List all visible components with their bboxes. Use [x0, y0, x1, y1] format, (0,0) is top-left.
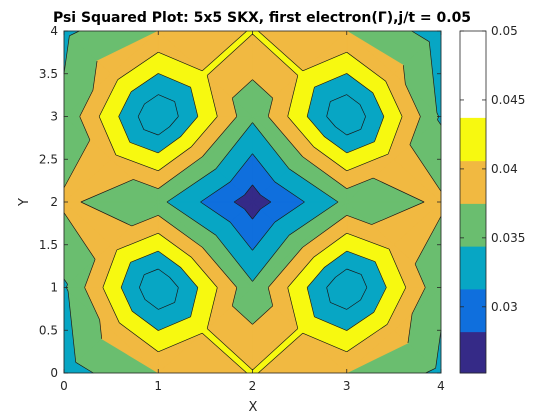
colorbar: 0.03 0.035 0.04 0.045 0.05 [459, 24, 525, 374]
y-tick-label: 0 [50, 366, 58, 380]
contour-lines [63, 30, 442, 374]
contour-line [233, 184, 272, 220]
contour-line [63, 30, 442, 374]
contour-line [63, 60, 442, 344]
colorbar-band [460, 246, 486, 290]
colorbar-tick-label: 0.03 [491, 300, 518, 314]
x-tick-label: 3 [343, 379, 351, 393]
colorbar-ticks: 0.03 0.035 0.04 0.045 0.05 [460, 24, 525, 314]
x-tick-label: 1 [154, 379, 162, 393]
y-tick-label: 0.5 [39, 323, 58, 337]
colorbar-band [460, 160, 486, 204]
x-tick-label: 2 [249, 379, 257, 393]
x-axis-ticks: 0 1 2 3 4 [60, 31, 445, 393]
contour-line [118, 73, 387, 331]
colorbar-tick-label: 0.035 [491, 231, 525, 245]
y-tick-label: 1 [50, 281, 58, 295]
colorbar-band [460, 288, 486, 333]
contour-line [200, 153, 305, 251]
y-axis-ticks: 0 0.5 1 1.5 2 2.5 3 3.5 4 [39, 24, 441, 380]
colorbar-band [460, 331, 486, 374]
colorbar-bands [460, 117, 486, 374]
chart-title: Psi Squared Plot: 5x5 SKX, first electro… [53, 10, 471, 26]
x-tick-label: 4 [437, 379, 445, 393]
contour-line [98, 30, 407, 374]
colorbar-frame [459, 30, 487, 374]
y-tick-label: 3 [50, 110, 58, 124]
y-tick-label: 4 [50, 24, 58, 38]
y-tick-label: 1.5 [39, 238, 58, 252]
x-axis-label: X [249, 400, 258, 415]
x-tick-label: 0 [60, 379, 68, 393]
colorbar-tick-label: 0.045 [491, 93, 525, 107]
colorbar-tick-label: 0.04 [491, 162, 518, 176]
y-axis-label: Y [17, 198, 32, 207]
colorbar-tick-label: 0.05 [491, 24, 518, 38]
colorbar-band [460, 203, 486, 247]
y-tick-label: 2 [50, 195, 58, 209]
colorbar-band [460, 117, 486, 162]
y-tick-label: 2.5 [39, 152, 58, 166]
y-tick-label: 3.5 [39, 67, 58, 81]
contour-fills [63, 30, 442, 374]
plot-area [63, 30, 442, 374]
contour-line [137, 94, 368, 310]
